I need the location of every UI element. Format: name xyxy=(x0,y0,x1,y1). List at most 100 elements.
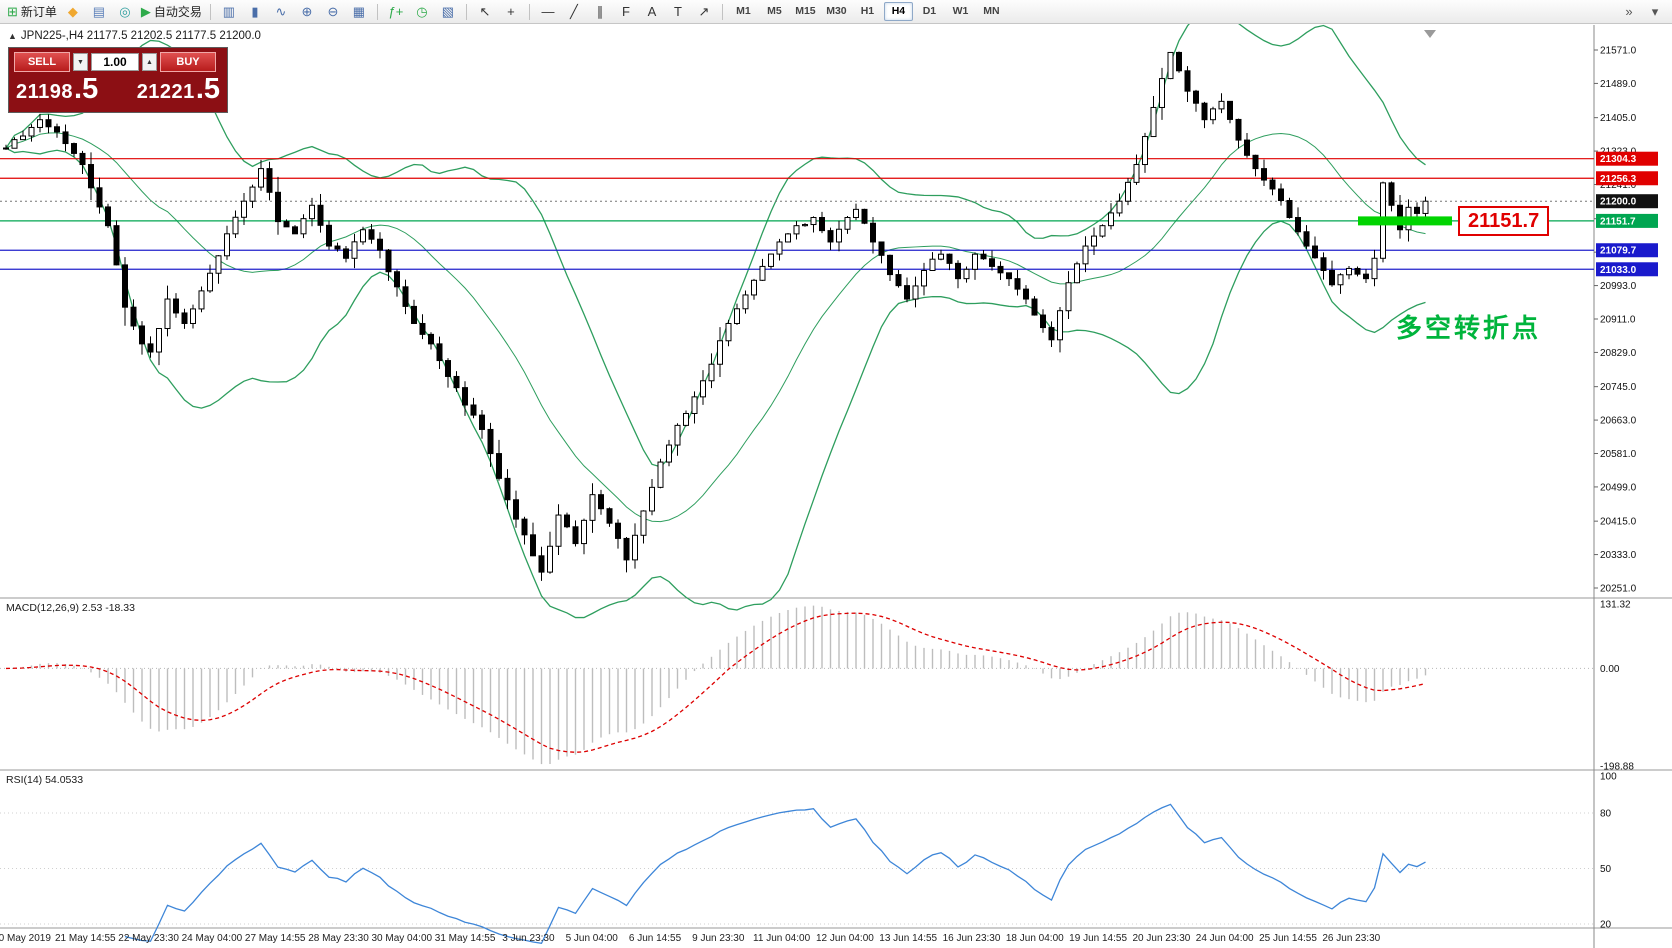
auto-trading-button[interactable]: ▶ 自动交易 xyxy=(139,2,204,22)
market-globe-icon[interactable]: ◎ xyxy=(113,2,137,22)
svg-text:20: 20 xyxy=(1600,920,1612,931)
lot-size-input[interactable] xyxy=(91,53,139,71)
trendline-tool[interactable]: ╱ xyxy=(562,2,586,22)
candlestick-series xyxy=(3,51,1429,581)
tf-m5-button[interactable]: M5 xyxy=(767,5,782,18)
svg-text:21200.0: 21200.0 xyxy=(1600,197,1637,208)
sell-price-pips: .5 xyxy=(74,73,99,105)
fibonacci-tool[interactable]: F xyxy=(614,2,638,22)
svg-text:-198.88: -198.88 xyxy=(1600,762,1634,773)
trendline-tool: ╱ xyxy=(570,4,578,19)
symbol-icon: ▲ xyxy=(8,31,17,41)
svg-text:26 Jun 23:30: 26 Jun 23:30 xyxy=(1322,933,1380,944)
channel-tool[interactable]: ∥ xyxy=(588,2,612,22)
rsi-axis[interactable]: 100 80 50 20 xyxy=(1600,772,1617,931)
hline-tool[interactable]: — xyxy=(536,2,560,22)
new-order-icon: ⊞ xyxy=(7,4,18,19)
crosshair-tool: + xyxy=(507,4,515,19)
chart-shift-marker[interactable] xyxy=(1424,30,1436,38)
arrows-tool[interactable]: ↗ xyxy=(692,2,716,22)
cursor-tool: ↖ xyxy=(479,4,491,19)
zoom-out-icon[interactable]: ⊖ xyxy=(321,2,345,22)
tf-d1-button[interactable]: D1 xyxy=(922,5,937,18)
zoom-in-icon: ⊕ xyxy=(301,4,313,19)
lot-decrease-button[interactable]: ▼ xyxy=(73,53,88,71)
tile-windows-icon: ▦ xyxy=(352,4,366,19)
label-tool: T xyxy=(673,4,682,19)
label-tool[interactable]: T xyxy=(666,2,690,22)
arrow-down-icon: ▼ xyxy=(77,58,84,66)
bar-chart-icon[interactable]: ▥ xyxy=(217,2,241,22)
tf-m15-button[interactable]: M15 xyxy=(795,5,816,18)
bollinger-lower-line xyxy=(5,147,1426,619)
periods-button[interactable]: ◷ xyxy=(410,2,434,22)
mql5-community-icon: ◆ xyxy=(67,4,78,19)
svg-text:50: 50 xyxy=(1600,864,1612,875)
tf-h1-button[interactable]: H1 xyxy=(860,5,875,18)
svg-text:20 Jun 23:30: 20 Jun 23:30 xyxy=(1132,933,1190,944)
lot-increase-button[interactable]: ▲ xyxy=(142,53,157,71)
candlestick-chart-icon[interactable]: ▮ xyxy=(243,2,267,22)
svg-text:20993.0: 20993.0 xyxy=(1600,281,1637,292)
mql5-community-icon[interactable]: ◆ xyxy=(61,2,85,22)
crosshair-tool[interactable]: + xyxy=(499,2,523,22)
trade-panel-prices: 21198.5 21221.5 xyxy=(14,73,222,106)
highlight-segment[interactable] xyxy=(1358,216,1452,226)
tf-mn-button[interactable]: MN xyxy=(983,5,1000,18)
buy-price[interactable]: 21221.5 xyxy=(137,73,220,106)
svg-text:80: 80 xyxy=(1600,809,1612,820)
symbol-ohlc-text: JPN225-,H4 21177.5 21202.5 21177.5 21200… xyxy=(20,30,261,42)
text-tool: A xyxy=(647,4,657,19)
rsi-line xyxy=(124,803,1426,945)
svg-text:131.32: 131.32 xyxy=(1600,600,1631,611)
tile-windows-icon[interactable]: ▦ xyxy=(347,2,371,22)
templates-button: ▧ xyxy=(441,4,455,19)
line-chart-icon: ∿ xyxy=(275,4,287,19)
svg-text:21571.0: 21571.0 xyxy=(1600,46,1637,57)
tf-m1-button[interactable]: M1 xyxy=(736,5,751,18)
print-preview-icon[interactable]: ▤ xyxy=(87,2,111,22)
svg-text:21033.0: 21033.0 xyxy=(1600,265,1637,276)
one-click-trading-panel: SELL ▼ ▲ BUY 21198.5 21221.5 xyxy=(8,47,228,113)
auto-trading-icon: ▶ xyxy=(140,4,151,19)
rsi-label: RSI(14) 54.0533 xyxy=(6,774,84,786)
tf-m30-button[interactable]: M30 xyxy=(826,5,847,18)
price-axis[interactable]: 21571.021489.021405.021323.021241.021157… xyxy=(1594,46,1637,595)
turning-point-annotation[interactable]: 多空转折点 xyxy=(1396,313,1542,343)
macd-label: MACD(12,26,9) 2.53 -18.33 xyxy=(6,602,135,614)
macd-axis[interactable]: 131.32 0.00 -198.88 xyxy=(1600,600,1634,773)
new-order-button[interactable]: ⊞ 新订单 xyxy=(5,2,59,22)
tf-w1-button[interactable]: W1 xyxy=(952,5,969,18)
templates-button[interactable]: ▧ xyxy=(436,2,460,22)
indicators-button[interactable]: ƒ+ xyxy=(384,2,408,22)
price-tag-21079-7: 21079.7 xyxy=(1596,243,1658,258)
toolbar-divider xyxy=(465,3,467,20)
svg-text:6 Jun 14:55: 6 Jun 14:55 xyxy=(629,933,682,944)
svg-text:11 Jun 04:00: 11 Jun 04:00 xyxy=(753,933,811,944)
sell-button[interactable]: SELL xyxy=(14,52,70,72)
zoom-in-icon[interactable]: ⊕ xyxy=(295,2,319,22)
svg-text:20911.0: 20911.0 xyxy=(1600,315,1636,326)
text-tool[interactable]: A xyxy=(640,2,664,22)
svg-text:27 May 14:55: 27 May 14:55 xyxy=(245,933,306,944)
toolbar-overflow-icon[interactable]: » xyxy=(1617,2,1641,22)
cursor-tool[interactable]: ↖ xyxy=(473,2,497,22)
toolbar-customize-icon[interactable]: ▾ xyxy=(1643,2,1667,22)
buy-button[interactable]: BUY xyxy=(160,52,216,72)
svg-text:21079.7: 21079.7 xyxy=(1600,246,1637,257)
bollinger-upper-line xyxy=(5,9,1426,468)
svg-text:31 May 14:55: 31 May 14:55 xyxy=(435,933,496,944)
toolbar-overflow-icon: » xyxy=(1625,4,1633,19)
line-chart-icon[interactable]: ∿ xyxy=(269,2,293,22)
svg-text:24 May 04:00: 24 May 04:00 xyxy=(182,933,243,944)
svg-text:21405.0: 21405.0 xyxy=(1600,113,1637,124)
symbol-ohlc-header: ▲ JPN225-,H4 21177.5 21202.5 21177.5 2120… xyxy=(8,30,261,42)
tf-h4-button[interactable]: H4 xyxy=(883,2,913,21)
sell-price[interactable]: 21198.5 xyxy=(16,73,98,106)
price-callout[interactable]: 21151.7 xyxy=(1458,206,1550,236)
macd-signal-line xyxy=(5,612,1426,753)
zoom-out-icon: ⊖ xyxy=(327,4,339,19)
hline-tool: — xyxy=(541,4,555,19)
